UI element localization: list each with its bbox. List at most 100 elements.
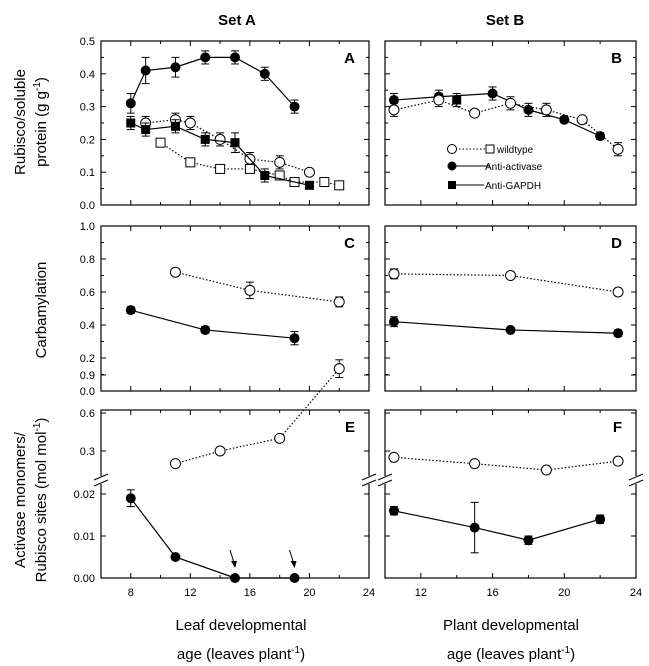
y-tick-label: 0.6 (80, 408, 95, 420)
annotation-arrowhead (231, 561, 237, 568)
panel-letter-b: B (611, 50, 622, 67)
data-point (185, 157, 196, 168)
legend-anti-activase-label: Anti-activase (485, 162, 543, 173)
ylabel-top-line2: protein (g g-1) (32, 77, 50, 167)
data-point (469, 458, 481, 470)
panel-e-frame (100, 409, 370, 579)
panel-b-series-line (393, 92, 601, 137)
data-point (200, 324, 211, 335)
data-point (169, 266, 181, 278)
legend-anti-activase-marker (447, 161, 457, 171)
x-tick-label: 12 (184, 587, 196, 599)
xlabel-right-line2: age (leaves plant-1) (447, 645, 575, 663)
data-point (333, 363, 345, 375)
data-point (244, 163, 255, 174)
axis-break-mark (628, 473, 644, 481)
x-tick-label: 20 (303, 587, 315, 599)
y-tick-label: 0.3 (80, 446, 95, 458)
panel-letter-d: D (611, 235, 622, 252)
legend-wildtype-circle-marker (447, 144, 457, 154)
panel-f-frame (384, 409, 637, 579)
y-tick-label: 0.3 (80, 102, 95, 114)
ylabel-bot-line2-main: Rubisco sites (mol mol (33, 432, 50, 583)
data-point (289, 333, 300, 344)
x-tick-label: 8 (128, 587, 134, 599)
data-point (612, 286, 624, 298)
data-point (170, 62, 181, 73)
data-point (304, 180, 314, 190)
legend-wildtype-label: wildtype (496, 145, 534, 156)
axis-break-mark (361, 479, 377, 487)
data-point (244, 284, 256, 296)
ylabel-top-line2-main: protein (g g (33, 91, 50, 167)
y-tick-label: 0.2 (80, 134, 95, 146)
data-point (125, 305, 136, 316)
data-point (540, 104, 552, 116)
data-point (200, 134, 210, 144)
data-point (289, 101, 300, 112)
y-tick-label: 0.2 (80, 353, 95, 365)
data-point (140, 65, 151, 76)
data-point (126, 118, 136, 128)
x-tick-label: 24 (363, 587, 375, 599)
data-point (214, 133, 226, 145)
ylabel-top-line1: Rubisco/soluble (12, 69, 29, 175)
y-tick-label: 0.0 (80, 200, 95, 212)
ylabel-mid: Carbamylation (33, 262, 50, 359)
axis-break-mark (361, 473, 377, 481)
axis-break-gap (630, 476, 642, 484)
data-point (540, 464, 552, 476)
data-point (274, 156, 286, 168)
data-point (388, 451, 400, 463)
panel-letter-c: C (344, 235, 355, 252)
data-point (469, 107, 481, 119)
legend-anti-gapdh-label: Anti-GAPDH (485, 181, 541, 192)
data-point (230, 52, 240, 63)
annotation-arrowhead (290, 561, 297, 568)
xlabel-left-end: ) (300, 646, 305, 663)
data-point (523, 104, 534, 115)
axis-break-gap (379, 476, 391, 484)
panel-letter-a: A (344, 50, 355, 67)
data-point (505, 270, 516, 281)
data-point (200, 52, 211, 63)
y-tick-label: 0.4 (80, 69, 95, 81)
ylabel-bot-end: ) (33, 418, 50, 423)
xlabel-right-line1: Plant developmental (443, 617, 579, 634)
data-point (155, 137, 166, 148)
data-point (125, 493, 136, 504)
data-point (595, 514, 606, 525)
panel-f-series-line (393, 510, 601, 541)
data-point (334, 180, 345, 191)
axis-break-mark (93, 473, 109, 481)
x-tick-label: 20 (558, 587, 570, 599)
x-tick-label: 24 (630, 587, 642, 599)
y-tick-label: 0.8 (80, 254, 95, 266)
data-point (505, 97, 516, 109)
y-tick-label: 0.4 (80, 320, 95, 332)
y-tick-label: 0.5 (80, 36, 95, 48)
data-point (274, 170, 285, 181)
y-tick-label: 0.1 (80, 167, 95, 179)
y-tick-label: 0.01 (74, 531, 95, 543)
data-point (523, 535, 534, 546)
data-point (274, 432, 286, 444)
y-tick-label: 0.00 (74, 573, 95, 585)
data-point (612, 143, 624, 155)
axis-break-gap (95, 476, 107, 484)
panel-c-series-line (130, 309, 295, 339)
y-tick-label: 0.0 (80, 386, 95, 398)
xlabel-left-sup: -1 (291, 645, 300, 656)
data-point (487, 88, 498, 99)
panel-d-frame (384, 225, 637, 392)
axis-break-mark (93, 479, 109, 487)
data-point (215, 163, 226, 174)
data-point (125, 98, 136, 109)
axis-break-mark (628, 479, 644, 487)
panel-letter-e: E (345, 419, 355, 436)
panel-a-series-line (130, 56, 295, 108)
axis-break-gap (363, 476, 375, 484)
xlabel-right-end: ) (570, 646, 575, 663)
ylabel-bot-sup: -1 (32, 422, 43, 431)
